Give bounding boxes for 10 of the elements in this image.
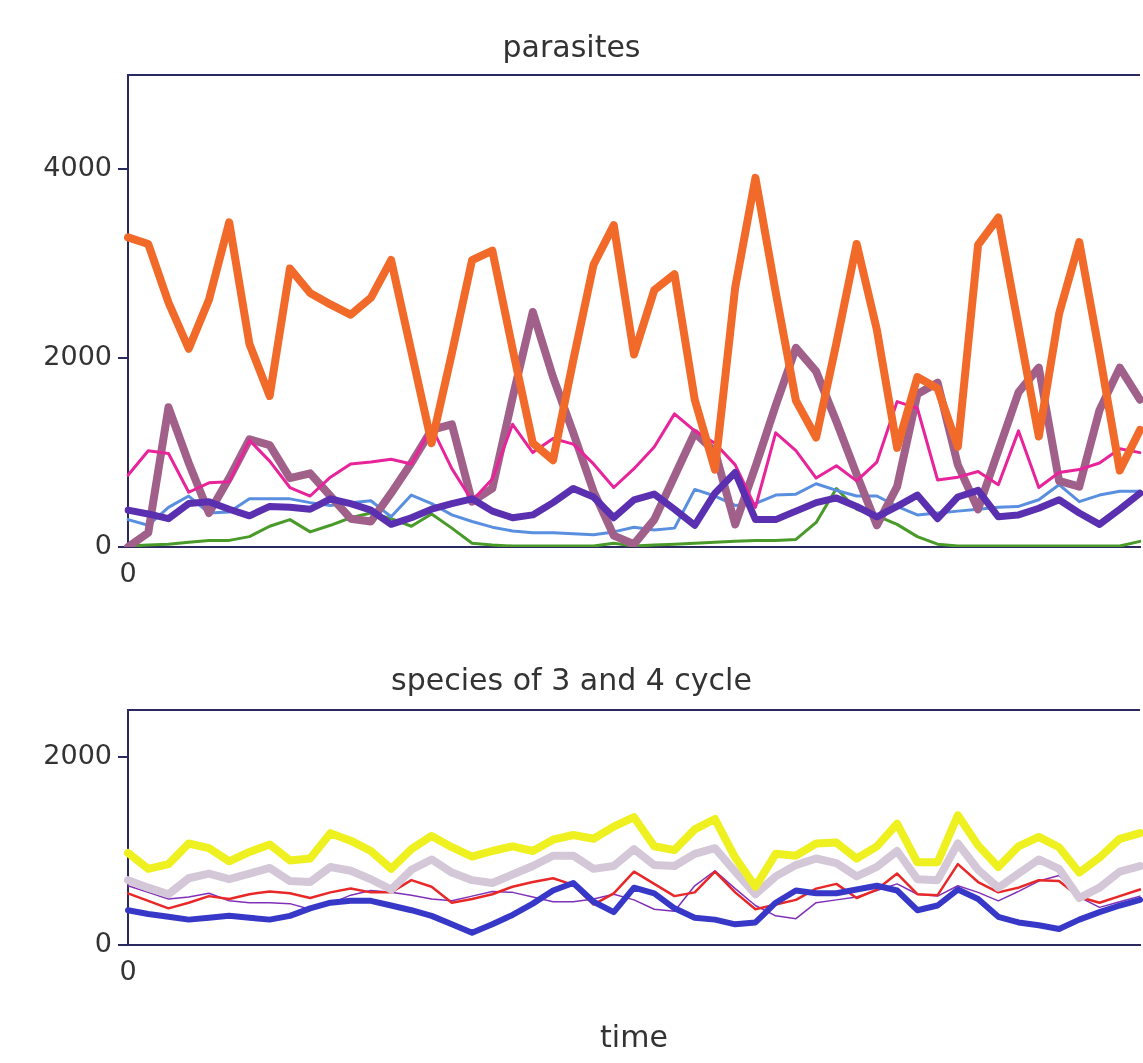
y-tick-label: 0: [94, 529, 112, 561]
y-tick-label: 2000: [43, 340, 112, 372]
y-tick-label: 0: [94, 927, 112, 959]
text: 0: [119, 556, 137, 588]
chart-title: species of 3 and 4 cycle: [391, 661, 752, 697]
y-tick-label: 4000: [43, 151, 112, 183]
text: 0: [119, 954, 137, 986]
x-axis-title: time: [600, 1018, 668, 1054]
chart-title: parasites: [502, 28, 641, 64]
y-tick-label: 2000: [43, 739, 112, 771]
